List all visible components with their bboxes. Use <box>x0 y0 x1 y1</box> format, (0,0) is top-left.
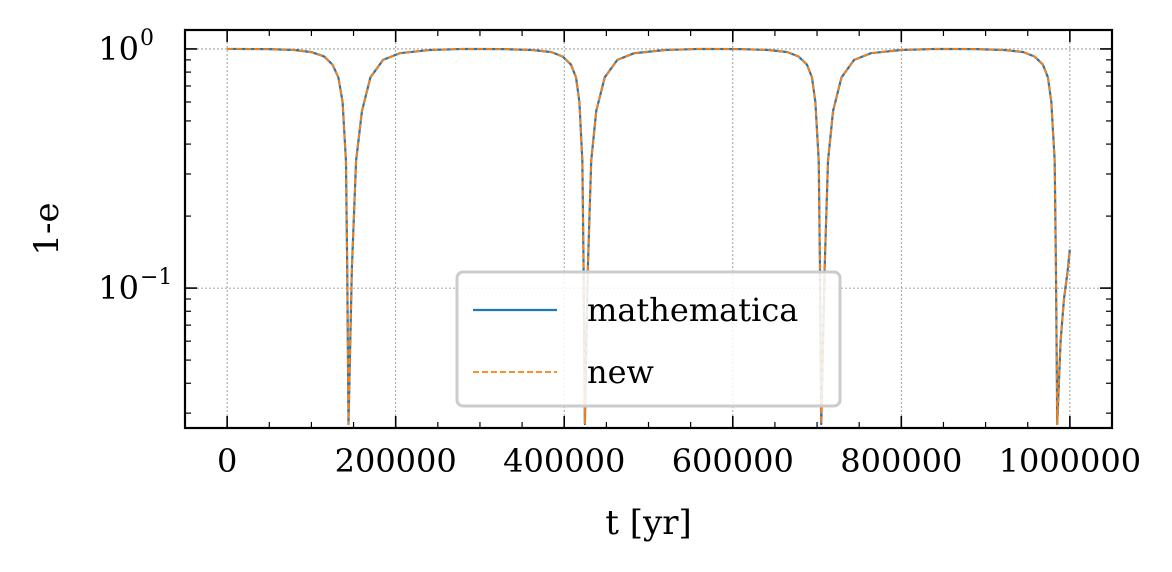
legend-label-mathematica: mathematica <box>587 291 798 329</box>
legend: mathematica new <box>455 270 842 408</box>
legend-box <box>455 270 842 408</box>
y-tick-label: 10 −1 <box>98 265 172 307</box>
x-tick-label: 0 <box>217 442 237 480</box>
x-axis-label: t [yr] <box>605 503 691 543</box>
series-line-new <box>227 48 1071 425</box>
legend-label-new: new <box>587 353 654 391</box>
y-tick-label-base: 10 <box>98 269 139 307</box>
plot-frame <box>183 28 1114 430</box>
x-tick-label: 600000 <box>672 442 794 480</box>
x-tick-label: 400000 <box>503 442 625 480</box>
x-tick-label: 200000 <box>335 442 457 480</box>
y-tick-label-exponent: −1 <box>140 265 172 290</box>
y-axis-label: 1-e <box>27 202 67 255</box>
series-layer <box>227 47 1071 426</box>
x-tick-label: 800000 <box>840 442 962 480</box>
y-tick-label-exponent: 0 <box>140 26 154 51</box>
y-tick-label: 10 0 <box>98 26 154 68</box>
y-tick-label-base: 10 <box>98 30 139 68</box>
x-tick-label: 1000000 <box>999 442 1142 480</box>
